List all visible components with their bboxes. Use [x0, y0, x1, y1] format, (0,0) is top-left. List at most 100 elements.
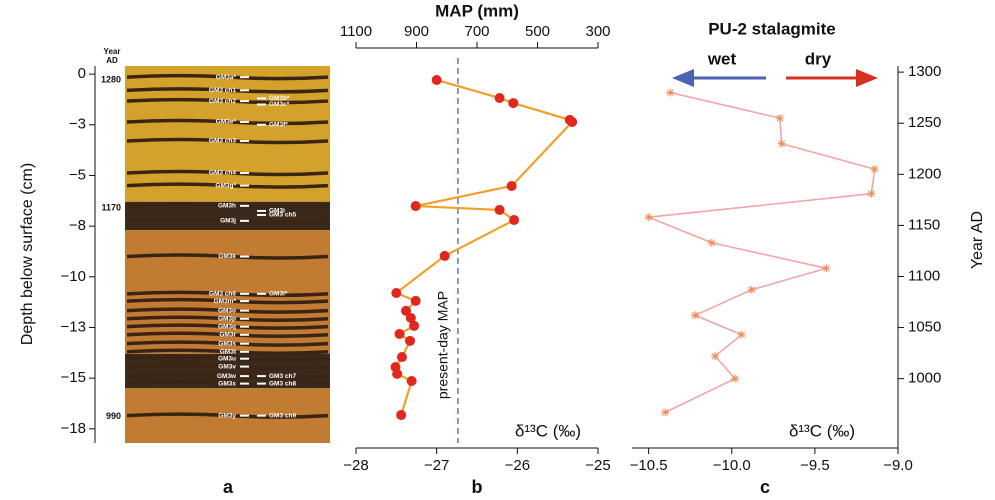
layer-streak [126, 323, 329, 330]
x-axis-title: δ¹³C (‰) [789, 421, 855, 440]
data-point [396, 410, 407, 421]
sample-label: GM3j [220, 218, 236, 225]
sample-label: GM3 ch2 [209, 98, 236, 105]
data-point [494, 204, 505, 215]
channel-label: GM3 ch8 [269, 380, 296, 387]
data-point [711, 352, 720, 361]
layer-streak [126, 253, 329, 260]
top-tick-label: 500 [525, 23, 550, 40]
y-tick-label: 1100 [908, 267, 940, 284]
sample-label: GM3a* [216, 74, 237, 81]
sample-label: GM3 ch3 [209, 138, 236, 145]
data-point [396, 352, 407, 363]
data-point [439, 250, 450, 261]
y-tick-label: 1250 [908, 114, 941, 131]
panel-label: c [760, 477, 770, 497]
data-point [775, 114, 784, 123]
layer-streak [126, 412, 329, 419]
year-label: 1170 [101, 202, 121, 212]
year-label: 1280 [101, 75, 121, 85]
data-point [406, 375, 417, 386]
data-point [405, 335, 416, 346]
x-tick-label: −28 [343, 457, 368, 474]
top-tick-label: 700 [464, 23, 489, 40]
layer-streak [126, 363, 329, 370]
layer-streak [126, 355, 329, 362]
y-tick-label: 1000 [908, 370, 941, 387]
channel-label: GM3l* [269, 291, 288, 298]
y-tick-label: 1200 [908, 165, 941, 182]
y-tick-label: −18 [61, 420, 86, 437]
data-point [394, 328, 405, 339]
sample-label: GM3g* [215, 182, 236, 189]
sample-label: GM3w [217, 373, 237, 380]
layer-streak [126, 348, 329, 356]
layer-streak [126, 73, 329, 81]
data-point [409, 320, 420, 331]
layer-streak [126, 97, 329, 105]
x-tick-label: −10.5 [630, 457, 668, 474]
panel-title: PU-2 stalagmite [708, 19, 836, 38]
data-point [870, 165, 879, 174]
data-point [867, 189, 876, 198]
data-point [567, 116, 578, 127]
data-point [731, 374, 740, 383]
sample-label: GM3x [218, 380, 236, 387]
x-tick-label: −26 [505, 457, 530, 474]
layer-streak [126, 202, 329, 210]
layer-streak [126, 217, 329, 225]
x-tick-label: −9.0 [883, 457, 913, 474]
data-point [392, 368, 403, 379]
channel-label: GM3 ch9 [269, 412, 296, 419]
channel-label: GM3c* [269, 101, 290, 108]
y-tick-label: 1150 [908, 216, 940, 233]
x-tick-label: −9.5 [800, 457, 830, 474]
data-point [431, 74, 442, 85]
year-header: AD [106, 56, 118, 65]
data-point [410, 201, 421, 212]
sample-label: GM3h [218, 203, 236, 210]
layer-streak [126, 331, 329, 339]
channel-label: GM3b* [269, 95, 290, 102]
layer-streak [126, 315, 329, 323]
y-axis-title: Year AD [969, 211, 986, 269]
layer-streak [126, 340, 329, 347]
top-tick-label: 900 [404, 23, 429, 40]
y-tick-label: 0 [78, 65, 86, 82]
data-point [410, 295, 421, 306]
layer-streak [126, 169, 329, 177]
channel-label: GM3f* [269, 121, 288, 128]
arrow-label: dry [805, 49, 832, 68]
sample-label: GM3u [218, 355, 236, 362]
layer-streak [126, 182, 329, 189]
y-tick-label: −10 [61, 268, 86, 285]
y-tick-label: −5 [69, 166, 86, 183]
top-tick-label: 1100 [340, 23, 372, 40]
data-point [691, 311, 700, 320]
year-header: Year [104, 47, 121, 56]
layer-streak [126, 297, 329, 305]
sample-label: GM3o [218, 307, 236, 314]
channel-label: GM3 ch5 [269, 212, 296, 219]
sample-label: GM3r [219, 331, 236, 338]
y-tick-label: −8 [69, 217, 86, 234]
x-tick-label: −25 [585, 457, 610, 474]
sample-label: GM3e* [216, 119, 237, 126]
year-label: 990 [106, 411, 121, 421]
y-tick-label: 1050 [908, 319, 941, 336]
panel-label: b [472, 477, 483, 497]
data-point [666, 88, 675, 97]
layer-streak [126, 118, 329, 126]
wet-arrowhead [672, 69, 694, 87]
x-axis-title: δ¹³C (‰) [515, 421, 581, 440]
sample-label: GM3 ch6 [209, 291, 236, 298]
arrow-label: wet [707, 49, 737, 68]
top-tick-label: 300 [585, 23, 610, 40]
layer-streak [126, 380, 329, 387]
sample-label: GM3 ch1 [209, 87, 236, 94]
dry-arrowhead [856, 69, 878, 87]
data-point [737, 330, 746, 339]
data-point [508, 98, 519, 109]
data-line [648, 91, 876, 414]
